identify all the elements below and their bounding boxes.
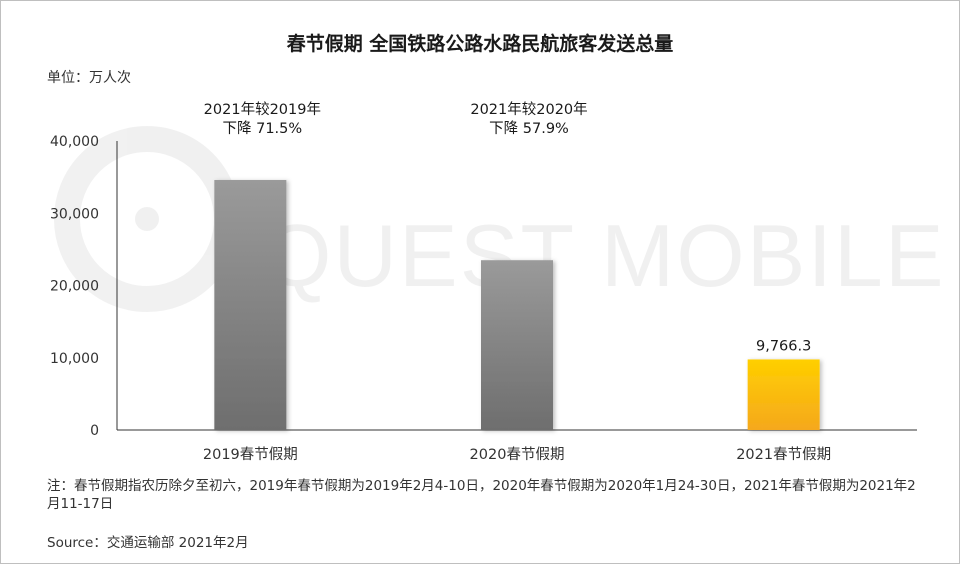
x-tick-label: 2021春节假期	[736, 446, 831, 463]
y-tick-label: 40,000	[50, 134, 99, 150]
bar	[747, 359, 820, 430]
y-tick-label: 10,000	[50, 351, 99, 367]
annotation-line1: 2021年较2019年	[204, 100, 321, 118]
x-tick-label: 2019春节假期	[203, 446, 298, 463]
footnote: 注：春节假期指农历除夕至初六，2019年春节假期为2019年2月4-10日，20…	[47, 478, 916, 512]
chart-title: 春节假期 全国铁路公路水路民航旅客发送总量	[286, 33, 674, 55]
annotation-line2: 下降 71.5%	[222, 120, 302, 137]
y-tick-label: 30,000	[50, 206, 99, 222]
annotation-line2: 下降 57.9%	[489, 120, 569, 137]
data-label: 9,766.3	[756, 338, 811, 354]
bar	[214, 180, 287, 430]
y-tick-label: 20,000	[50, 279, 99, 295]
annotation-line1: 2021年较2020年	[470, 100, 587, 118]
source-label: Source：交通运输部 2021年2月	[47, 535, 249, 551]
bars	[214, 180, 820, 430]
x-tick-label: 2020春节假期	[470, 446, 565, 463]
unit-label: 单位：万人次	[47, 70, 131, 86]
watermark: QUEST MOBILE	[54, 126, 946, 312]
y-tick-label: 0	[90, 423, 99, 439]
bar	[481, 260, 553, 430]
watermark-text: QUEST MOBILE	[263, 206, 946, 305]
axes: 0 10,000 20,000 30,000 40,000	[50, 134, 917, 439]
